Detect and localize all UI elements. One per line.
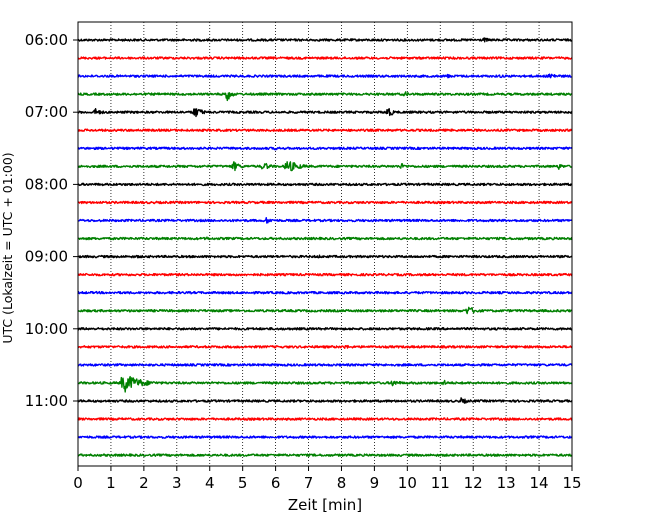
trace-1100: [77, 397, 573, 404]
y-tick-label: 07:00: [25, 103, 68, 121]
trace-0845: [77, 236, 573, 241]
x-tick-label: 13: [497, 474, 516, 492]
x-tick-label: 8: [337, 474, 347, 492]
x-tick-label: 2: [139, 474, 149, 492]
x-tick-label: 10: [398, 474, 417, 492]
x-tick-label: 11: [431, 474, 450, 492]
x-tick-label: 7: [304, 474, 314, 492]
y-axis-ticks: 06:00 07:00 08:00 09:00 10:00 11:00: [25, 31, 78, 410]
trace-0900: [77, 254, 573, 259]
y-tick-label: 11:00: [25, 392, 68, 410]
y-tick-label: 10:00: [25, 320, 68, 338]
trace-1015: [77, 344, 573, 349]
trace-0630: [77, 73, 573, 79]
trace-1030: [77, 363, 573, 367]
trace-1130: [77, 435, 573, 439]
x-tick-label: 6: [271, 474, 281, 492]
grid-lines: [110, 22, 540, 466]
x-tick-label: 4: [205, 474, 215, 492]
x-tick-label: 15: [562, 474, 581, 492]
trace-0830: [77, 216, 573, 224]
trace-1145: [77, 453, 573, 457]
trace-0615: [77, 56, 573, 60]
trace-0645: [77, 91, 573, 102]
x-axis-ticks: 0 1 2 3 4 5 6 7 8 9 10 11 12 13 14 15: [73, 466, 582, 492]
x-tick-label: 0: [73, 474, 83, 492]
x-tick-label: 9: [370, 474, 380, 492]
y-tick-label: 06:00: [25, 31, 68, 49]
trace-1045: [77, 375, 573, 393]
trace-0730: [77, 146, 573, 151]
trace-0745: [77, 161, 573, 172]
trace-0600: [77, 37, 573, 43]
y-axis-label: UTC (Lokalzeit = UTC + 01:00): [0, 152, 15, 343]
y-tick-label: 08:00: [25, 175, 68, 193]
trace-0700: [77, 108, 573, 118]
x-tick-label: 12: [464, 474, 483, 492]
x-axis-label: Zeit [min]: [288, 496, 362, 514]
x-tick-label: 3: [172, 474, 182, 492]
x-tick-label: 1: [106, 474, 116, 492]
trace-1115: [77, 417, 573, 421]
trace-0800: [77, 182, 573, 187]
trace-1000: [77, 327, 573, 331]
x-tick-label: 5: [238, 474, 248, 492]
plot-frame: [77, 21, 573, 467]
trace-0930: [77, 290, 573, 295]
x-tick-label: 14: [530, 474, 549, 492]
trace-0915: [77, 272, 573, 277]
y-tick-label: 09:00: [25, 248, 68, 266]
trace-0715: [77, 128, 573, 133]
trace-0945: [77, 306, 573, 315]
trace-0815: [77, 200, 573, 205]
seismogram-traces: [77, 37, 573, 457]
